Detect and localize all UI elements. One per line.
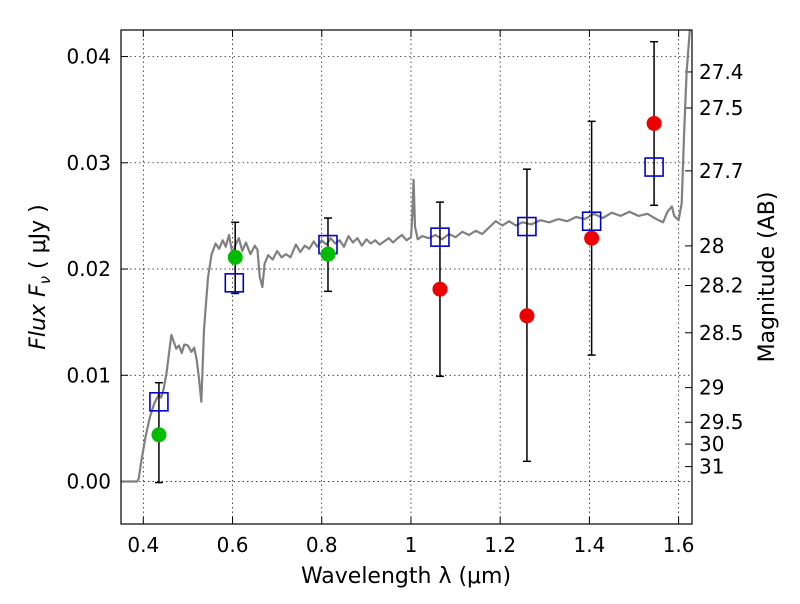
model-photometry-box [430, 227, 450, 247]
plot-background [121, 30, 692, 524]
y2-axis-label: Magnitude (AB) [755, 192, 780, 363]
magnitude-tick-label: 27.4 [699, 60, 744, 84]
x-tick-label: 0.6 [217, 533, 249, 557]
y-axis-label-subscript: ν [36, 276, 54, 284]
x-tick-label: 0.4 [127, 533, 159, 557]
model-photometry-box [224, 273, 245, 293]
model-photometry-box [581, 211, 602, 232]
plot-frame [120, 29, 693, 525]
axis-ticks [121, 30, 692, 524]
y-axis-label-unit: ( μJy ) [26, 204, 51, 276]
x-axis-label: Wavelength λ (μm) [301, 564, 511, 589]
magnitude-tick-label: 30 [699, 432, 724, 456]
y-tick-label: 0.03 [66, 151, 111, 175]
y-tick-label: 0.02 [66, 257, 111, 281]
x-tick-label: 1.4 [573, 533, 605, 557]
magnitude-tick-label: 31 [699, 455, 724, 479]
red-photometry-point [432, 281, 448, 297]
y-tick-label: 0.00 [66, 470, 111, 494]
magnitude-tick-label: 28.5 [699, 321, 744, 345]
magnitude-tick-label: 27.7 [699, 159, 744, 183]
tick-labels: 0.4 0.6 0.8 1 1.2 1.4 1.6 0.00 0.01 0.02 0.03 0.04 2… [66, 45, 743, 557]
green-photometry-point [320, 246, 336, 262]
magnitude-tick-label: 28 [699, 234, 724, 258]
y-tick-label: 0.04 [66, 45, 111, 69]
red-photometry-point [646, 115, 662, 131]
red-photometry-point [519, 308, 535, 324]
x-tick-label: 1 [405, 533, 418, 557]
red-photometry-point [584, 230, 600, 246]
y-axis-label: Flux Fν ( μJy ) [26, 204, 54, 349]
model-photometry-box [149, 392, 169, 412]
grid-lines [121, 30, 692, 524]
magnitude-tick-label: 27.5 [699, 96, 744, 120]
model-spectrum [121, 29, 691, 483]
magnitude-tick-label: 28.2 [699, 273, 744, 297]
y-axis-label-main: Flux F [26, 284, 51, 350]
x-tick-label: 0.8 [306, 533, 338, 557]
model-spectrum-line [121, 29, 691, 483]
magnitude-tick-label: 29.5 [699, 410, 744, 434]
y-tick-label: 0.01 [66, 363, 111, 387]
model-photometry-box [517, 216, 537, 237]
x-tick-label: 1.2 [484, 533, 516, 557]
data-points [149, 115, 664, 443]
magnitude-tick-label: 29 [699, 376, 724, 400]
model-photometry-box [644, 157, 664, 177]
green-photometry-point [151, 427, 167, 443]
x-tick-label: 1.6 [663, 533, 695, 557]
green-photometry-point [227, 249, 243, 265]
